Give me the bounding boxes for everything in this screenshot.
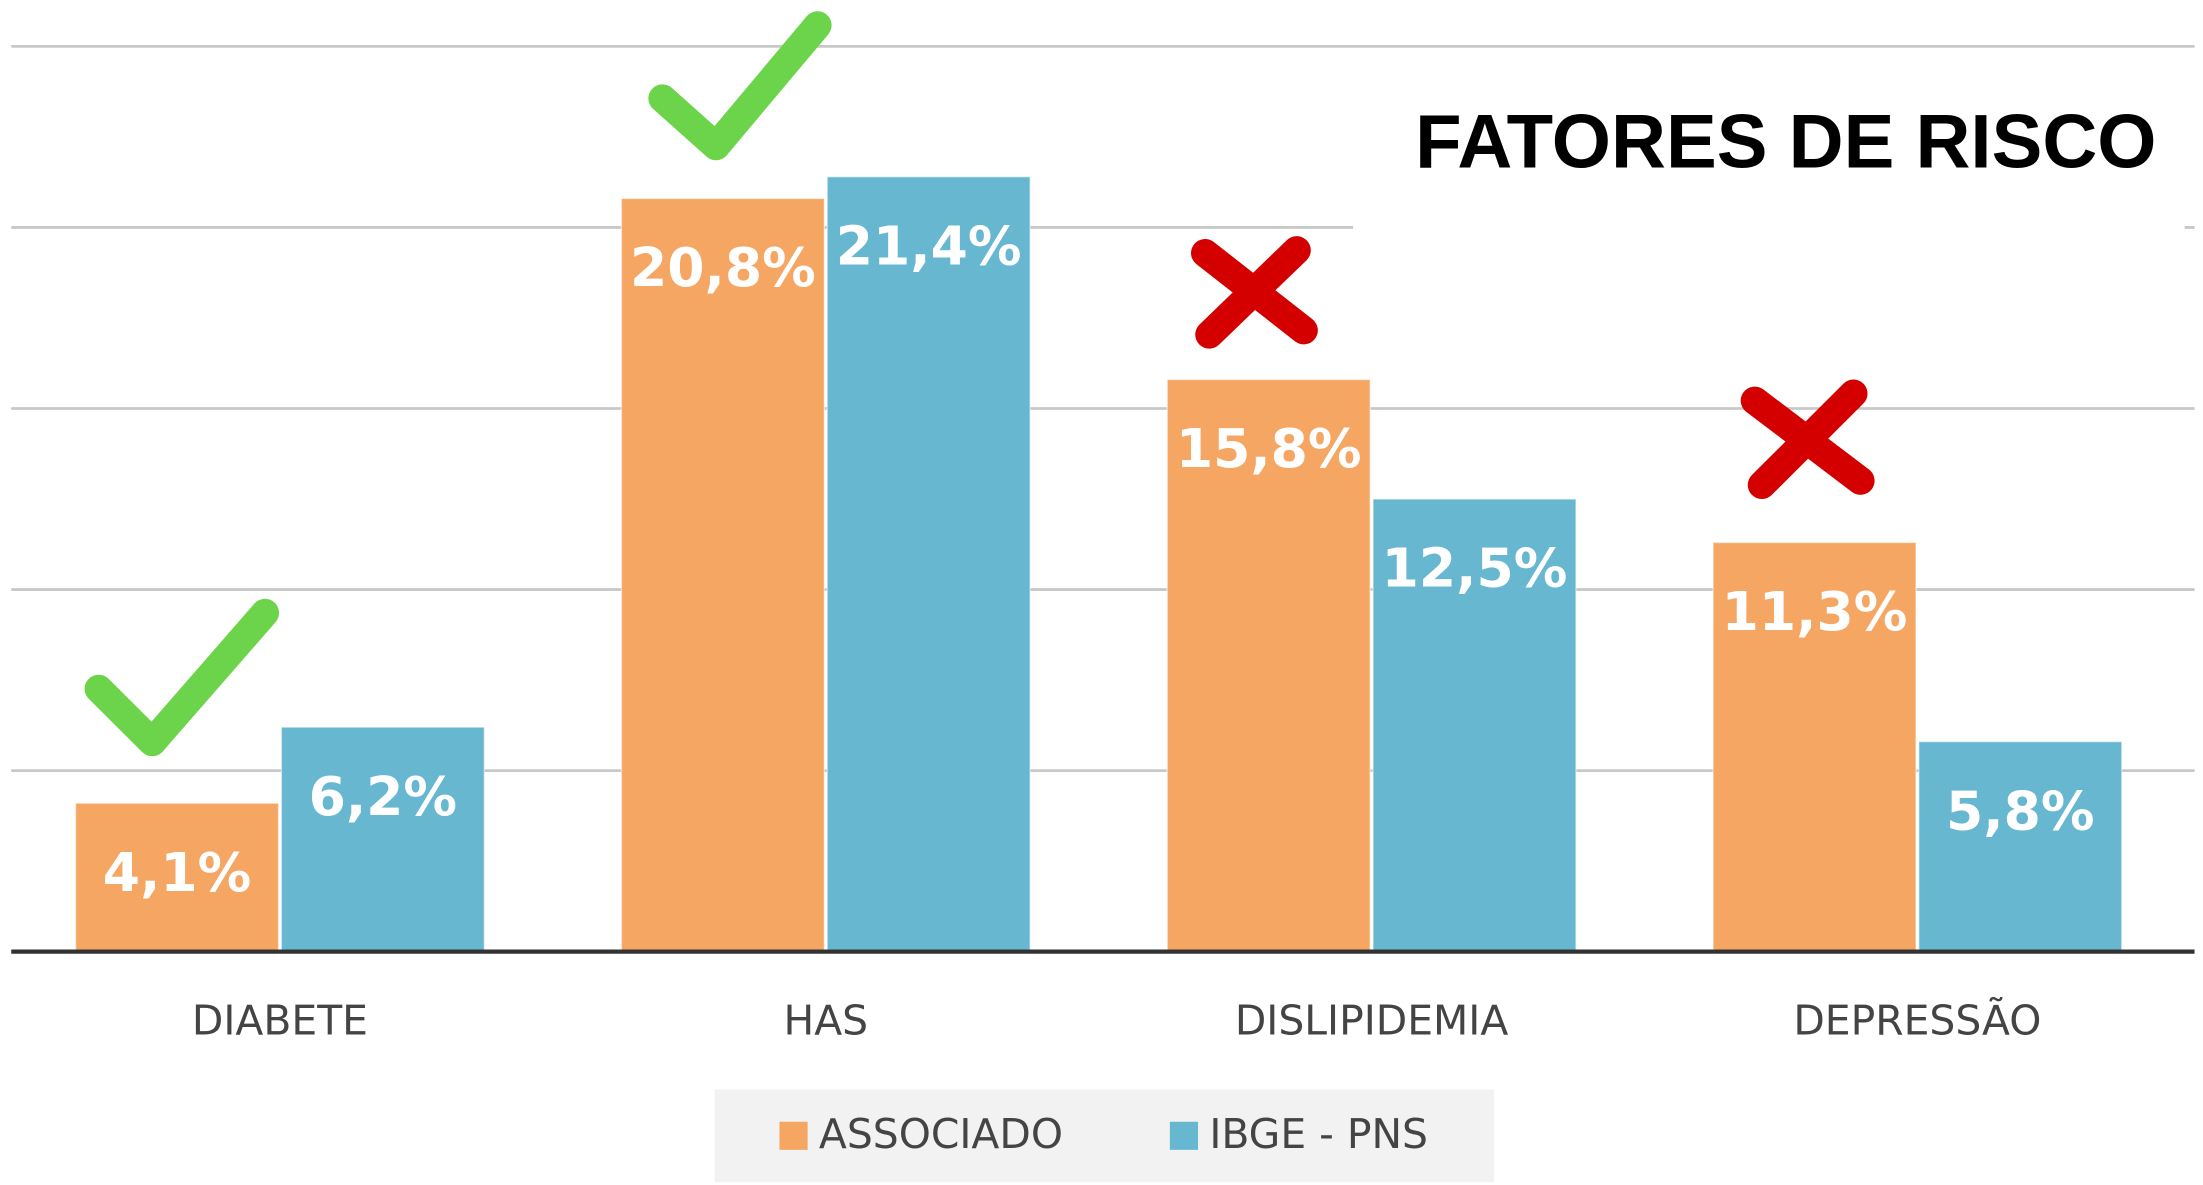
bar — [280, 726, 486, 953]
legend-label: ASSOCIADO — [819, 1110, 1063, 1158]
bar — [1166, 378, 1371, 953]
data-label: 12,5% — [1382, 537, 1568, 600]
data-label: 5,8% — [1946, 779, 2094, 842]
title-background — [1353, 84, 2185, 254]
check-icon — [648, 11, 832, 161]
chart-title: FATORES DE RISCO — [1415, 100, 2156, 185]
bar — [1918, 740, 2123, 953]
bars: 4,1% 6,2% 20,8% 21,4% 15,8% 12,5% 11,3% 5,8% — [74, 176, 2123, 953]
x-tick-label: DIABETE — [192, 996, 368, 1044]
legend-swatch — [779, 1121, 808, 1150]
data-label: 4,1% — [103, 841, 251, 904]
check-icon — [84, 598, 280, 757]
x-tick-label: DEPRESSÃO — [1793, 996, 2041, 1044]
x-tick-label: HAS — [783, 996, 868, 1044]
bar — [620, 197, 826, 953]
legend-swatch — [1169, 1121, 1199, 1150]
legend-background — [714, 1089, 1495, 1183]
data-label: 15,8% — [1176, 417, 1362, 480]
data-label: 11,3% — [1722, 580, 1908, 643]
x-tick-label: DISLIPIDEMIA — [1235, 996, 1509, 1044]
cross-icon — [1191, 236, 1318, 349]
cross-icon — [1740, 379, 1875, 500]
data-label: 21,4% — [836, 215, 1022, 278]
legend: ASSOCIADO IBGE - PNS — [779, 1110, 1428, 1158]
data-label: 6,2% — [309, 765, 457, 828]
data-label: 20,8% — [630, 236, 816, 299]
legend-label: IBGE - PNS — [1209, 1110, 1428, 1158]
bar — [74, 802, 280, 953]
bar — [826, 176, 1031, 953]
